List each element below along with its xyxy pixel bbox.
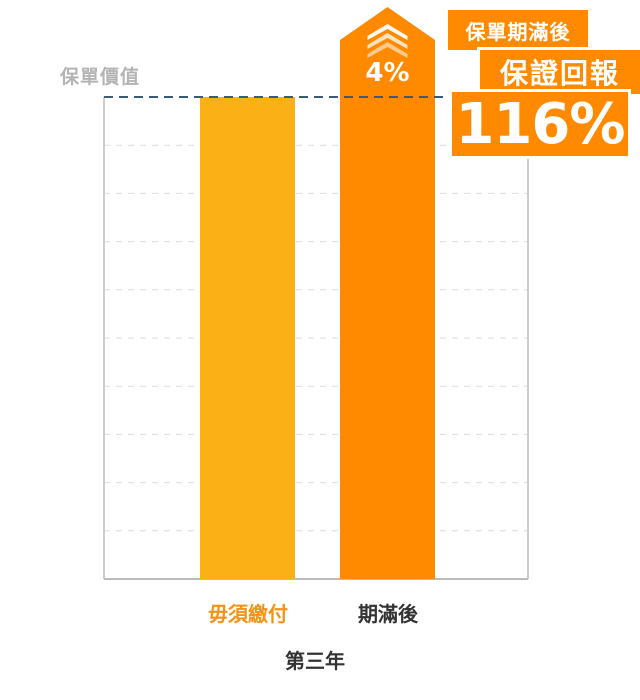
callout-after-maturity: 保單期滿後 (448, 10, 588, 50)
category-label-maturity: 期滿後 (358, 602, 418, 626)
callout-return-percent: 116% (452, 92, 628, 157)
bar-no-payment (200, 97, 295, 579)
increase-chevron-icon (367, 33, 408, 49)
bar-maturity (340, 7, 435, 579)
increase-chevron-icon (367, 42, 408, 58)
callout-guaranteed-return: 保證回報 (480, 50, 640, 94)
increase-percent-label: 4% (365, 58, 410, 88)
increase-chevron-icon (367, 24, 408, 40)
category-label-no-payment: 毋須繳付 (208, 602, 288, 626)
reference-line-label: 保單價值 (60, 66, 141, 88)
x-axis-label: 第三年 (285, 649, 345, 673)
